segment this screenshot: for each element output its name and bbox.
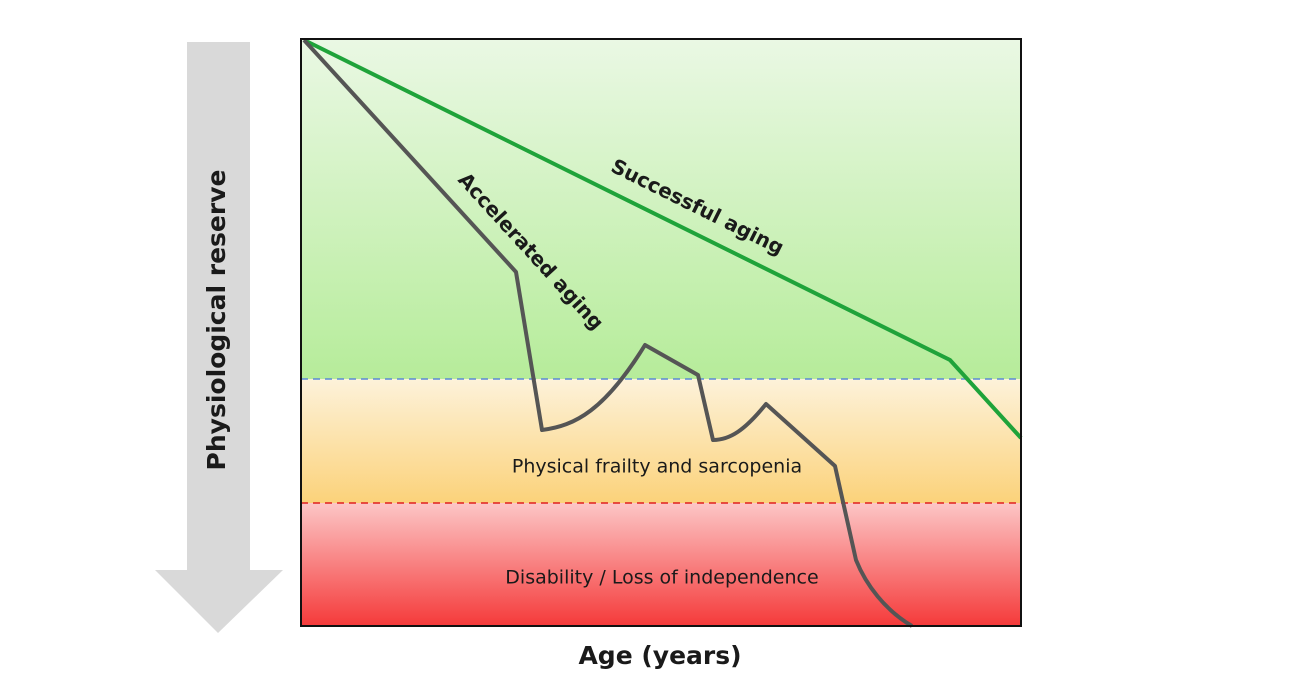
- disability-zone: [301, 503, 1021, 626]
- zone-label: Physical frailty and sarcopenia: [512, 456, 802, 478]
- accelerated-aging-line: [302, 38, 914, 628]
- successful-aging-line: [303, 38, 1023, 440]
- plot-frame: [300, 38, 1022, 627]
- healthy-zone: [301, 39, 1021, 379]
- reserve-arrow: [155, 42, 283, 633]
- frailty-zone: [301, 379, 1021, 503]
- x-axis-label: Age (years): [578, 641, 741, 670]
- y-axis-label: Physiological reserve: [202, 170, 231, 471]
- zone-label: Disability / Loss of independence: [505, 567, 818, 589]
